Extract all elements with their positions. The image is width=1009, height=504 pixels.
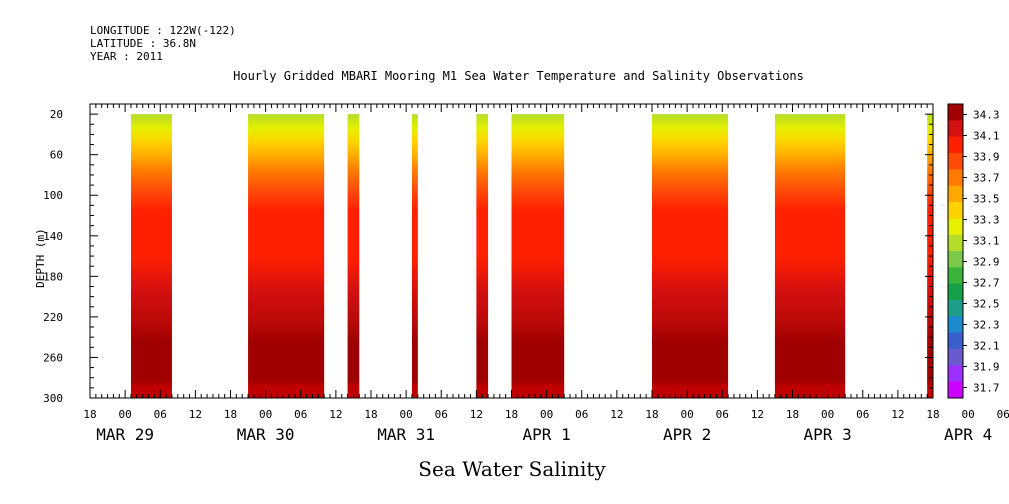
x-tick-label: 18 [645,408,658,421]
colorbar-label: 32.1 [973,340,1000,353]
salinity-data-segment [511,114,565,398]
x-tick-label: 12 [470,408,483,421]
x-day-label: MAR 30 [237,425,295,444]
colorbar-swatch [948,169,963,187]
x-tick-label: 06 [435,408,448,421]
axes: 20 60 100 140 180 220 260 300 18 00 06 12 18 00 06 12 18… [43,103,1009,444]
x-day-label: APR 3 [804,425,852,444]
colorbar-swatch [948,349,963,366]
x-tick-label: 12 [189,408,202,421]
colorbar-label: 31.9 [973,361,1000,374]
colorbar-label: 34.1 [973,130,1000,143]
y-tick-label: 180 [43,270,63,283]
colorbar-label: 32.3 [973,319,1000,332]
salinity-data-segment [411,114,418,398]
x-tick-label: 06 [997,408,1009,421]
colorbar-swatch [948,332,963,350]
y-tick-label: 260 [43,351,63,364]
y-tick-label: 20 [50,108,63,121]
salinity-data-segment [347,114,360,398]
colorbar-frame [947,103,964,399]
chart-subtitle: Sea Water Salinity [418,457,606,481]
colorbar-label: 33.1 [973,235,1000,248]
salinity-data-segment [652,114,729,398]
x-day-label: MAR 29 [96,425,154,444]
colorbar-swatch [948,185,963,203]
colorbar-swatch [948,251,963,268]
plot-area [130,114,933,398]
y-tick-label: 300 [43,392,63,405]
x-tick-label: 12 [329,408,342,421]
salinity-data-segment [130,114,172,398]
y-tick-label: 100 [43,189,63,202]
colorbar-swatch [948,153,963,170]
x-tick-label: 00 [962,408,975,421]
x-day-label: MAR 31 [377,425,435,444]
x-tick-label: 12 [751,408,764,421]
colorbar-label: 32.7 [973,277,1000,290]
colorbar-label: 32.9 [973,256,1000,269]
x-tick-label: 00 [540,408,553,421]
colorbar-label: 33.9 [973,151,1000,164]
colorbar-label: 33.5 [973,193,1000,206]
y-tick-label: 220 [43,311,63,324]
x-tick-label: 06 [575,408,588,421]
colorbar-swatch [948,234,963,252]
colorbar-legend: 34.3 34.1 33.9 33.7 33.5 33.3 33.1 32.9 32.7 32.5… [947,103,1000,399]
year-label: YEAR : 2011 [90,50,163,63]
colorbar-swatch [948,218,963,236]
x-tick-label: 12 [610,408,623,421]
x-tick-label: 00 [681,408,694,421]
colorbar-swatch [948,104,963,121]
y-axis-label: DEPTH (m) [34,228,47,288]
x-day-label: APR 1 [523,425,571,444]
colorbar-label: 31.7 [973,382,1000,395]
colorbar-swatch [948,316,963,334]
x-tick-label: 00 [400,408,413,421]
x-tick-label: 18 [83,408,96,421]
x-tick-label: 00 [119,408,132,421]
salinity-data-segment [248,114,325,398]
x-tick-label: 00 [259,408,272,421]
colorbar-label: 34.3 [973,109,1000,122]
colorbar-label: 33.7 [973,172,1000,185]
x-tick-label: 18 [926,408,939,421]
x-tick-label: 06 [154,408,167,421]
colorbar-swatch [948,283,963,301]
chart-title: Hourly Gridded MBARI Mooring M1 Sea Wate… [233,69,804,83]
x-tick-label: 18 [224,408,237,421]
x-tick-label: 06 [856,408,869,421]
y-tick-label: 140 [43,230,63,243]
colorbar-swatch [948,267,963,285]
colorbar-swatch [948,136,963,154]
colorbar-swatch [948,202,963,219]
x-tick-label: 06 [716,408,729,421]
x-day-label: APR 4 [944,425,992,444]
colorbar-swatch [948,120,963,138]
colorbar-swatch [948,365,963,383]
colorbar-swatch [948,300,963,317]
x-tick-label: 18 [364,408,377,421]
x-tick-label: 18 [505,408,518,421]
colorbar-swatch [948,381,963,399]
salinity-data-segment [476,114,489,398]
salinity-data-segment [774,114,846,398]
colorbar-label: 32.5 [973,298,1000,311]
x-tick-label: 06 [294,408,307,421]
x-tick-label: 00 [821,408,834,421]
longitude-label: LONGITUDE : 122W(-122) [90,24,236,37]
latitude-label: LATITUDE : 36.8N [90,37,196,50]
x-day-label: APR 2 [663,425,711,444]
x-tick-label: 18 [786,408,799,421]
colorbar-label: 33.3 [973,214,1000,227]
y-tick-label: 60 [50,149,63,162]
x-tick-label: 12 [891,408,904,421]
